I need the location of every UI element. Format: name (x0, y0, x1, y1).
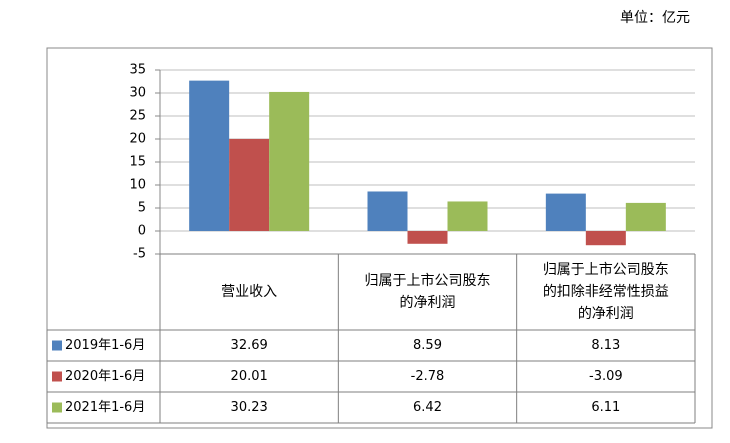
legend-key (52, 371, 62, 382)
value-cell: 20.01 (231, 369, 268, 384)
value-cell: 32.69 (231, 338, 268, 353)
legend-key (52, 402, 62, 413)
y-tick-label: -5 (133, 247, 146, 262)
y-tick-label: 30 (129, 86, 146, 101)
legend-label: 2020年1-6月 (65, 369, 145, 384)
bar (269, 91, 310, 231)
y-tick-label: 10 (129, 178, 146, 193)
x-tick-label: 归属于上市公司股东的净利润 (364, 273, 491, 311)
x-tick-label: 归属于上市公司股东的扣除非经常性损益的净利润 (542, 262, 669, 322)
bar (229, 138, 270, 231)
value-cell: 30.23 (231, 400, 268, 415)
y-tick-label: 15 (129, 155, 146, 170)
bar (189, 80, 230, 231)
legend-label: 2021年1-6月 (65, 400, 145, 415)
bar (585, 231, 626, 246)
category-cell: 营业收入 (221, 284, 278, 300)
value-cell: 6.11 (591, 400, 620, 415)
legend-key (52, 340, 62, 351)
chart-frame (46, 47, 713, 429)
value-cell: 6.42 (413, 400, 442, 415)
y-tick-label: 25 (129, 109, 146, 124)
unit-label: 单位：亿元 (620, 10, 690, 26)
value-cell: 8.59 (413, 338, 442, 353)
y-tick-label: 0 (138, 224, 146, 239)
x-tick-label: 营业收入 (221, 284, 278, 300)
legend-label: 2019年1-6月 (65, 338, 145, 353)
category-cell: 归属于上市公司股东的扣除非经常性损益的净利润 (542, 262, 669, 322)
category-cell: 归属于上市公司股东的净利润 (364, 273, 491, 311)
bar (367, 191, 408, 231)
bar (625, 202, 666, 231)
y-tick-label: 35 (129, 63, 146, 78)
value-cell: -2.78 (411, 369, 445, 384)
bar (545, 193, 586, 231)
value-cell: 8.13 (591, 338, 620, 353)
bar (407, 231, 448, 244)
y-tick-label: 20 (129, 132, 146, 147)
y-tick-label: 5 (138, 201, 146, 216)
bar (447, 201, 488, 231)
value-cell: -3.09 (589, 369, 623, 384)
